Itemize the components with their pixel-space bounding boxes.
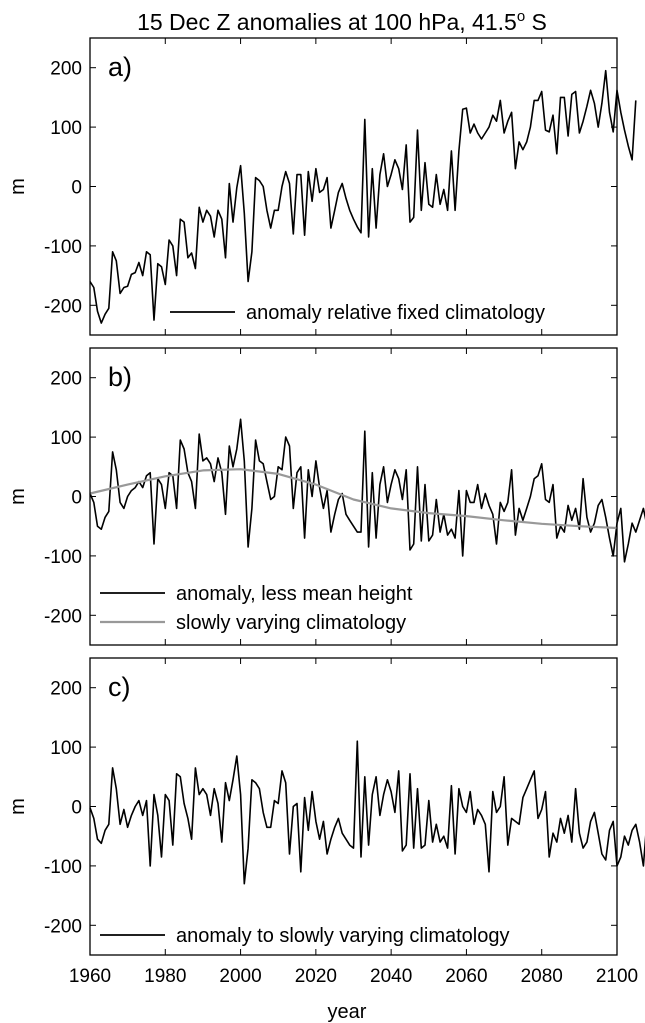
legend-label: anomaly relative fixed climatology bbox=[246, 302, 545, 324]
series-line-1 bbox=[89, 69, 637, 324]
y-tick-label: 100 bbox=[50, 118, 82, 139]
panels: -200 -100 0 100 200 m a) anomaly relative fixed… bbox=[7, 37, 645, 987]
y-axis-label: m bbox=[7, 178, 29, 195]
x-tick-label: 2040 bbox=[370, 966, 412, 987]
x-axis-label: year bbox=[328, 1001, 367, 1023]
y-tick-label: -100 bbox=[44, 237, 82, 258]
y-tick-label: 0 bbox=[71, 178, 82, 199]
legend: anomaly to slowly varying climatology bbox=[100, 925, 509, 947]
legend: anomaly relative fixed climatology bbox=[170, 302, 545, 324]
y-axis-label: m bbox=[7, 488, 29, 505]
series-line-2 bbox=[89, 468, 618, 530]
x-tick-label: 2060 bbox=[445, 966, 487, 987]
panel-label: b) bbox=[108, 362, 132, 392]
x-tick-label: 2080 bbox=[521, 966, 563, 987]
y-tick-label: -200 bbox=[44, 916, 82, 937]
x-tick-label: 2100 bbox=[596, 966, 638, 987]
y-tick-label: 200 bbox=[50, 59, 82, 80]
x-tick-label: 1960 bbox=[69, 966, 111, 987]
y-tick-label: -100 bbox=[44, 547, 82, 568]
y-tick-label: -100 bbox=[44, 857, 82, 878]
series-line-1 bbox=[89, 418, 645, 563]
series-line-1 bbox=[89, 740, 645, 885]
x-tick-label: 2000 bbox=[219, 966, 261, 987]
plot-frame bbox=[89, 37, 618, 336]
legend-label: slowly varying climatology bbox=[176, 612, 406, 634]
panel-label: a) bbox=[108, 52, 132, 82]
title-main: 15 Dec Z anomalies at 100 hPa, 41.5 bbox=[137, 9, 517, 35]
y-tick-label: 0 bbox=[71, 488, 82, 509]
panel-c: -200 -100 0 100 200 1960 1980 2000 2020 2040 2060 2… bbox=[7, 657, 645, 987]
panel-label: c) bbox=[108, 672, 131, 702]
panel-a: -200 -100 0 100 200 m a) anomaly relative fixed… bbox=[7, 37, 637, 336]
title-suffix: S bbox=[525, 9, 547, 35]
legend-label: anomaly to slowly varying climatology bbox=[176, 925, 509, 947]
y-tick-label: 0 bbox=[71, 798, 82, 819]
legend-label: anomaly, less mean height bbox=[176, 583, 413, 605]
y-tick-label: 200 bbox=[50, 679, 82, 700]
x-tick-label: 2020 bbox=[295, 966, 337, 987]
x-tick-label: 1980 bbox=[144, 966, 186, 987]
y-tick-label: -200 bbox=[44, 606, 82, 627]
y-tick-label: -200 bbox=[44, 296, 82, 317]
y-axis-label: m bbox=[7, 798, 29, 815]
panel-b: -200 -100 0 100 200 m b) anomaly, less mean hei… bbox=[7, 347, 645, 646]
y-tick-label: 100 bbox=[50, 428, 82, 449]
title-superscript: o bbox=[517, 8, 525, 25]
legend: anomaly, less mean height slowly varying … bbox=[100, 583, 413, 634]
y-tick-label: 100 bbox=[50, 738, 82, 759]
y-tick-label: 200 bbox=[50, 369, 82, 390]
figure-title: 15 Dec Z anomalies at 100 hPa, 41.5o S bbox=[137, 8, 547, 35]
